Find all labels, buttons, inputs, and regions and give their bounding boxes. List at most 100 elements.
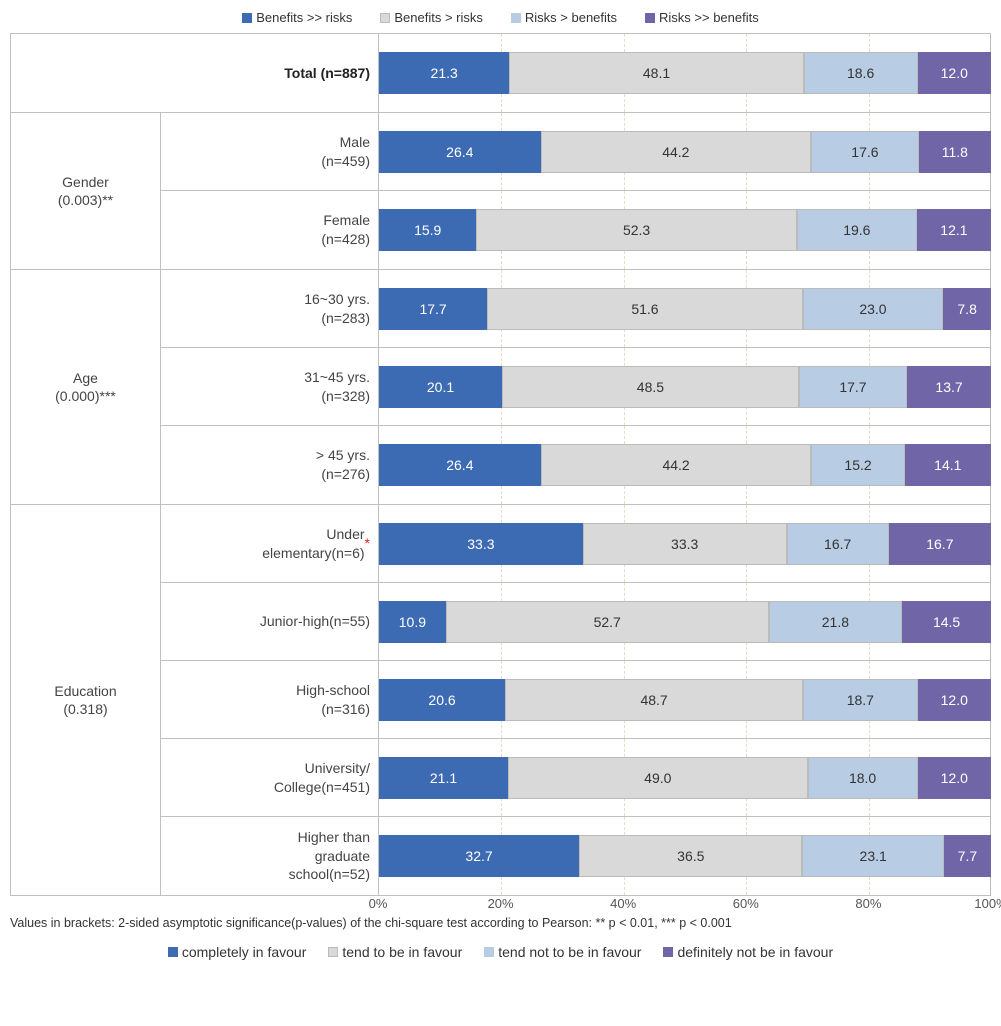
row-label: University/College(n=451)	[161, 739, 379, 816]
axis-tick: 80%	[855, 896, 881, 911]
bar-segment: 36.5	[579, 835, 802, 877]
bar-segment: 12.0	[918, 52, 991, 94]
bar-track: 21.348.118.612.0	[379, 34, 991, 112]
bar-track: 32.736.523.17.7	[379, 817, 991, 895]
swatch-2-icon	[380, 13, 390, 23]
bar-segment: 21.8	[769, 601, 903, 643]
bar-track: 20.648.718.712.0	[379, 661, 991, 738]
x-axis: 0%20%40%60%80%100%	[160, 896, 991, 914]
legend2-item-2: tend to be in favour	[328, 944, 462, 960]
stacked-bar: 10.952.721.814.5	[379, 601, 991, 643]
stacked-bar: 21.149.018.012.0	[379, 757, 991, 799]
group-row: Total (n=887)21.348.118.612.0	[11, 34, 991, 113]
swatch-b3-icon	[484, 947, 494, 957]
swatch-3-icon	[511, 13, 521, 23]
bar-segment: 17.7	[799, 366, 907, 408]
bar-segment: 7.7	[944, 835, 991, 877]
group-row: Age(0.000)***16~30 yrs.(n=283)17.751.623…	[11, 270, 991, 505]
bar-segment: 23.0	[803, 288, 944, 330]
bar-track: 33.333.316.716.7	[379, 505, 991, 582]
bar-segment: 20.6	[379, 679, 505, 721]
swatch-4-icon	[645, 13, 655, 23]
bar-track: 26.444.215.214.1	[379, 426, 991, 504]
group-label: Age(0.000)***	[11, 270, 161, 504]
swatch-1-icon	[242, 13, 252, 23]
bar-segment: 15.2	[811, 444, 904, 486]
bar-segment: 48.1	[509, 52, 803, 94]
row-label: 16~30 yrs.(n=283)	[161, 270, 379, 347]
bar-segment: 26.4	[379, 444, 541, 486]
bar-segment: 16.7	[889, 523, 991, 565]
axis-tick: 60%	[733, 896, 759, 911]
bar-segment: 14.5	[902, 601, 991, 643]
axis-tick: 20%	[488, 896, 514, 911]
stacked-bar: 26.444.215.214.1	[379, 444, 991, 486]
legend2-item-4: definitely not be in favour	[663, 944, 833, 960]
row-label: > 45 yrs.(n=276)	[161, 426, 379, 504]
stacked-bar: 20.148.517.713.7	[379, 366, 991, 408]
bar-track: 10.952.721.814.5	[379, 583, 991, 660]
bar-segment: 48.7	[505, 679, 803, 721]
chart-row: Junior-high(n=55)10.952.721.814.5	[161, 583, 991, 661]
axis-tick: 40%	[610, 896, 636, 911]
legend-item-3: Risks > benefits	[511, 10, 617, 25]
bar-segment: 23.1	[802, 835, 943, 877]
row-label: Junior-high(n=55)	[161, 583, 379, 660]
bar-segment: 20.1	[379, 366, 502, 408]
stacked-bar-chart: Total (n=887)21.348.118.612.0Gender(0.00…	[10, 33, 991, 896]
chart-row: University/College(n=451)21.149.018.012.…	[161, 739, 991, 817]
bar-segment: 51.6	[487, 288, 802, 330]
legend-bottom: completely in favour tend to be in favou…	[10, 944, 991, 960]
bar-segment: 15.9	[379, 209, 476, 251]
bar-segment: 12.1	[917, 209, 991, 251]
legend-item-4: Risks >> benefits	[645, 10, 759, 25]
bar-segment: 16.7	[787, 523, 889, 565]
legend-label-2: Benefits > risks	[394, 10, 483, 25]
bar-segment: 52.3	[476, 209, 796, 251]
bar-segment: 13.7	[907, 366, 991, 408]
row-label: Total (n=887)	[11, 34, 379, 112]
stacked-bar: 33.333.316.716.7	[379, 523, 991, 565]
legend-label-3: Risks > benefits	[525, 10, 617, 25]
legend-label-4: Risks >> benefits	[659, 10, 759, 25]
stacked-bar: 15.952.319.612.1	[379, 209, 991, 251]
bar-segment: 21.3	[379, 52, 509, 94]
bar-track: 21.149.018.012.0	[379, 739, 991, 816]
bar-segment: 18.6	[804, 52, 918, 94]
swatch-b1-icon	[168, 947, 178, 957]
bar-segment: 33.3	[379, 523, 583, 565]
stacked-bar: 21.348.118.612.0	[379, 52, 991, 94]
bar-segment: 18.0	[808, 757, 918, 799]
swatch-b4-icon	[663, 947, 673, 957]
bar-track: 17.751.623.07.8	[379, 270, 991, 347]
bar-segment: 7.8	[943, 288, 991, 330]
bar-segment: 49.0	[508, 757, 808, 799]
bar-segment: 17.6	[811, 131, 919, 173]
bar-segment: 32.7	[379, 835, 579, 877]
chart-row: High-school(n=316)20.648.718.712.0	[161, 661, 991, 739]
row-label: Male(n=459)	[161, 113, 379, 190]
axis-tick: 0%	[369, 896, 388, 911]
chart-row: Male(n=459)26.444.217.611.8	[161, 113, 991, 191]
bar-segment: 33.3	[583, 523, 787, 565]
row-label: Underelementary(n=6)*	[161, 505, 379, 582]
bar-track: 15.952.319.612.1	[379, 191, 991, 269]
bar-segment: 26.4	[379, 131, 541, 173]
legend2-item-1: completely in favour	[168, 944, 307, 960]
bar-segment: 17.7	[379, 288, 487, 330]
axis-tick: 100%	[974, 896, 1001, 911]
bar-segment: 18.7	[803, 679, 917, 721]
chart-row: 16~30 yrs.(n=283)17.751.623.07.8	[161, 270, 991, 348]
row-label: 31~45 yrs.(n=328)	[161, 348, 379, 425]
stacked-bar: 26.444.217.611.8	[379, 131, 991, 173]
stacked-bar: 32.736.523.17.7	[379, 835, 991, 877]
group-row: Gender(0.003)**Male(n=459)26.444.217.611…	[11, 113, 991, 270]
bar-segment: 19.6	[797, 209, 917, 251]
bar-segment: 14.1	[905, 444, 991, 486]
swatch-b2-icon	[328, 947, 338, 957]
chart-row: Underelementary(n=6)*33.333.316.716.7	[161, 505, 991, 583]
stacked-bar: 20.648.718.712.0	[379, 679, 991, 721]
footnote-text: Values in brackets: 2-sided asymptotic s…	[10, 916, 991, 930]
stacked-bar: 17.751.623.07.8	[379, 288, 991, 330]
bar-segment: 21.1	[379, 757, 508, 799]
